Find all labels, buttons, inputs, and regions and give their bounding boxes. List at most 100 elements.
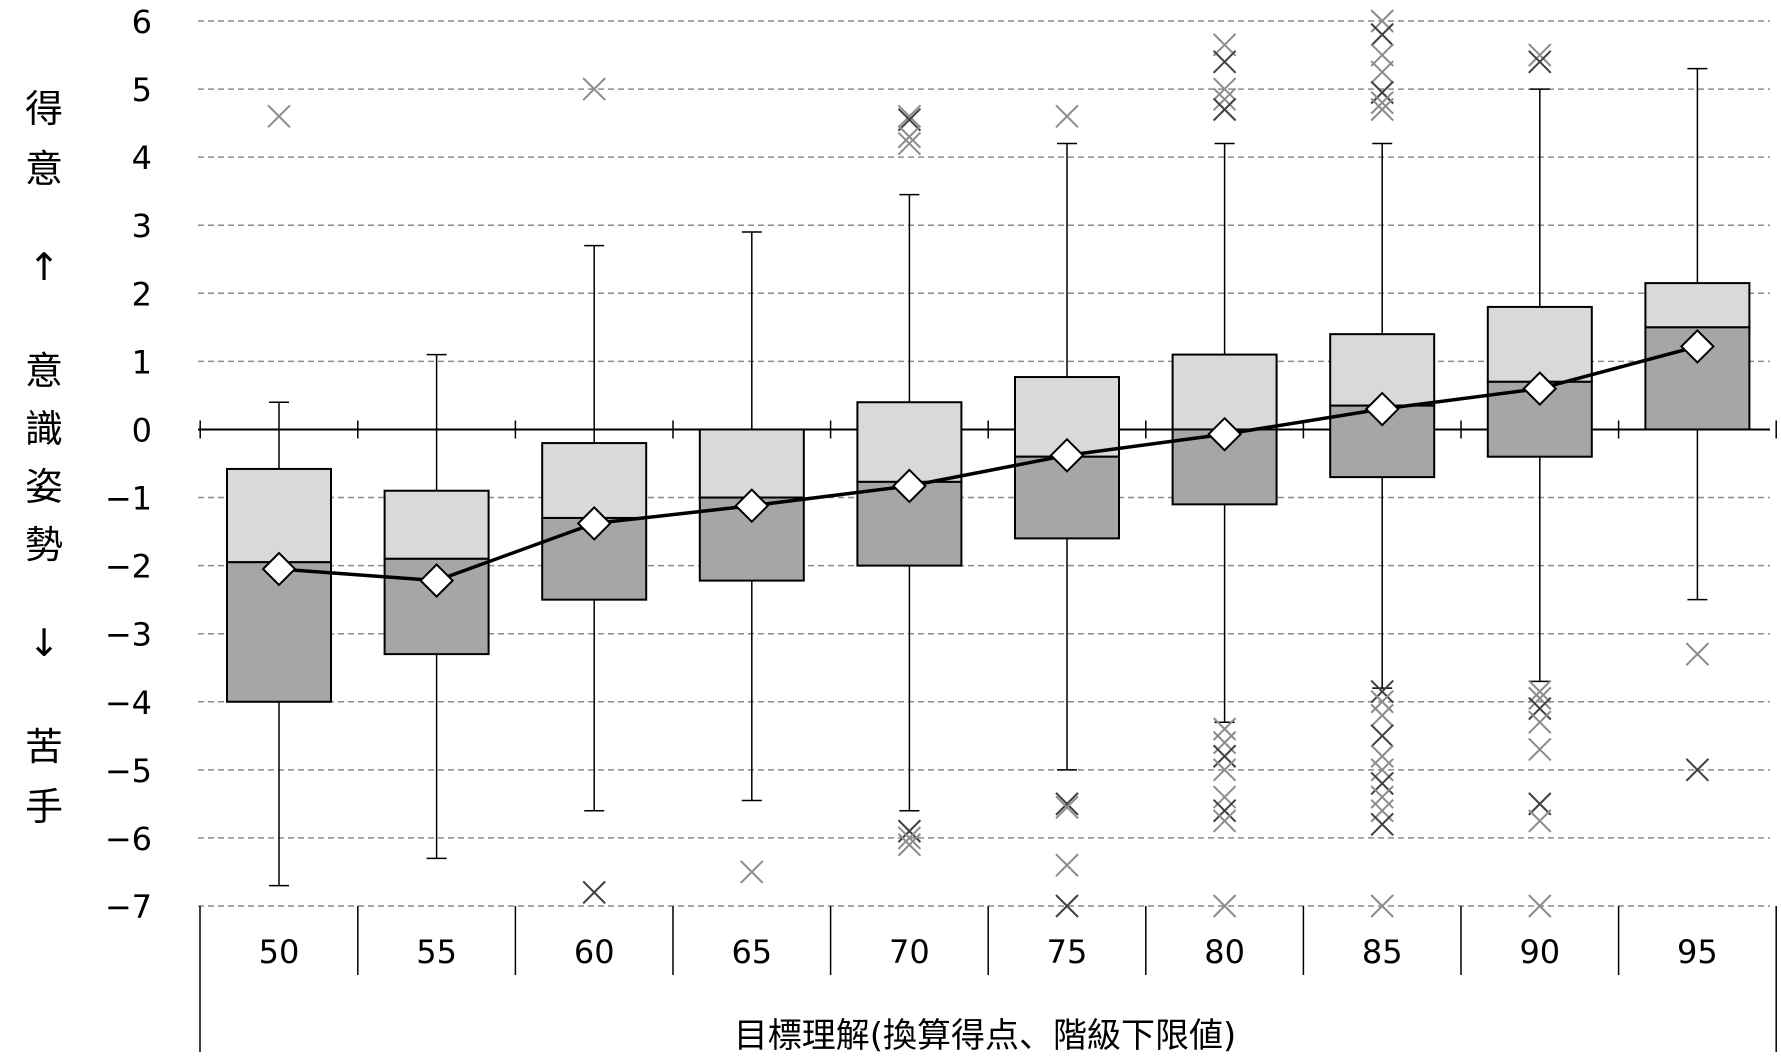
outlier-marker: [1370, 771, 1394, 796]
outlier-marker: [1370, 679, 1394, 704]
outlier-marker: [1212, 744, 1237, 768]
mean-marker: [1522, 371, 1558, 407]
box-upper: [541, 442, 648, 519]
y-axis-label-char: ↑: [28, 245, 60, 289]
outlier-marker: [1055, 853, 1079, 877]
outlier-marker: [1055, 104, 1079, 129]
outlier-marker: [1370, 812, 1394, 837]
outlier-marker: [1370, 785, 1394, 809]
outlier-marker: [1370, 798, 1394, 823]
y-axis-label-char: 勢: [24, 523, 63, 567]
x-axis-title: 目標理解(換算得点、階級下限値): [733, 1016, 1237, 1056]
y-tick-label: −3: [105, 616, 152, 654]
y-tick-label: 0: [132, 411, 152, 449]
outlier-marker: [1370, 90, 1394, 115]
y-tick-label: −1: [105, 480, 152, 518]
x-tick-label: 55: [416, 933, 457, 971]
outlier-marker: [267, 104, 291, 129]
outlier-marker: [1528, 686, 1552, 711]
y-axis-label-char: 手: [24, 785, 63, 829]
y-tick-label: 5: [132, 71, 152, 109]
outlier-marker: [1055, 894, 1079, 918]
x-tick-label: 85: [1362, 933, 1403, 971]
mean-marker: [576, 505, 612, 541]
outlier-marker: [1685, 758, 1710, 782]
box-upper: [698, 428, 805, 499]
mean-marker: [734, 488, 770, 524]
y-tick-label: 4: [132, 139, 152, 177]
outlier-marker: [1212, 77, 1237, 101]
mean-marker: [419, 563, 455, 599]
mean-line: [278, 344, 1698, 583]
outlier-marker: [1055, 792, 1079, 816]
box-upper: [383, 489, 490, 560]
outlier-marker: [1370, 60, 1394, 84]
outlier-marker: [897, 104, 922, 129]
y-axis-label-char: 得: [24, 87, 63, 131]
outlier-marker: [1370, 703, 1394, 728]
mean-marker: [1049, 437, 1085, 473]
outlier-marker: [1528, 710, 1552, 734]
outlier-marker: [1528, 50, 1552, 74]
outlier-marker: [582, 77, 606, 101]
y-axis-label-char: 苦: [24, 725, 63, 769]
outlier-marker: [1685, 642, 1710, 666]
y-tick-label: 3: [132, 207, 152, 245]
x-tick-label: 50: [259, 933, 300, 971]
outlier-marker: [1212, 87, 1237, 111]
box-upper: [1644, 282, 1751, 329]
mean-marker: [1207, 416, 1243, 452]
mean-marker: [891, 468, 927, 504]
x-tick-label: 95: [1677, 933, 1718, 971]
y-tick-label: 6: [132, 3, 152, 41]
outlier-marker: [897, 826, 922, 850]
mean-marker: [1364, 391, 1400, 427]
y-axis-label-char: 姿: [24, 465, 63, 509]
outlier-marker: [1528, 894, 1552, 918]
outlier-marker: [1370, 43, 1394, 67]
outlier-marker: [1370, 744, 1394, 768]
outlier-marker: [1055, 795, 1079, 819]
outlier-marker: [1370, 724, 1394, 748]
y-tick-label: 1: [132, 343, 152, 381]
outlier-marker: [1528, 792, 1552, 816]
outlier-marker: [1528, 679, 1552, 704]
outlier-marker: [740, 860, 764, 884]
outlier-marker: [897, 131, 922, 156]
y-tick-label: −7: [105, 888, 152, 926]
outlier-marker: [1212, 785, 1237, 809]
outlier-marker: [1370, 97, 1394, 122]
outlier-marker: [1370, 22, 1394, 47]
outlier-marker: [897, 125, 922, 149]
outlier-marker: [1370, 894, 1394, 918]
y-axis-label-char: ↓: [28, 621, 60, 665]
outlier-marker: [1212, 97, 1237, 122]
outlier-marker: [1528, 737, 1552, 762]
outlier-marker: [1212, 894, 1237, 918]
outlier-marker: [1528, 696, 1552, 721]
mean-marker: [1679, 328, 1715, 364]
y-tick-label: −5: [105, 752, 152, 790]
y-tick-label: −4: [105, 684, 152, 722]
outlier-marker: [897, 108, 922, 132]
x-tick-label: 90: [1519, 933, 1560, 971]
x-tick-label: 60: [574, 933, 615, 971]
outlier-marker: [582, 880, 606, 905]
y-axis-label-char: 意: [24, 349, 63, 393]
x-tick-label: 75: [1047, 933, 1088, 971]
x-tick-label: 70: [889, 933, 930, 971]
outlier-marker: [1212, 798, 1237, 823]
outlier-marker: [1212, 33, 1237, 57]
outlier-marker: [1370, 80, 1394, 105]
x-tick-label: 80: [1204, 933, 1245, 971]
outlier-marker: [1212, 730, 1237, 755]
box-upper: [226, 467, 332, 564]
outlier-marker: [1212, 50, 1237, 74]
mean-marker: [261, 551, 297, 587]
outlier-marker: [1212, 809, 1237, 833]
box-upper: [1486, 305, 1593, 383]
y-axis-label-char: 意: [24, 147, 63, 191]
outlier-marker: [1212, 758, 1237, 782]
y-tick-label: −6: [105, 820, 152, 858]
